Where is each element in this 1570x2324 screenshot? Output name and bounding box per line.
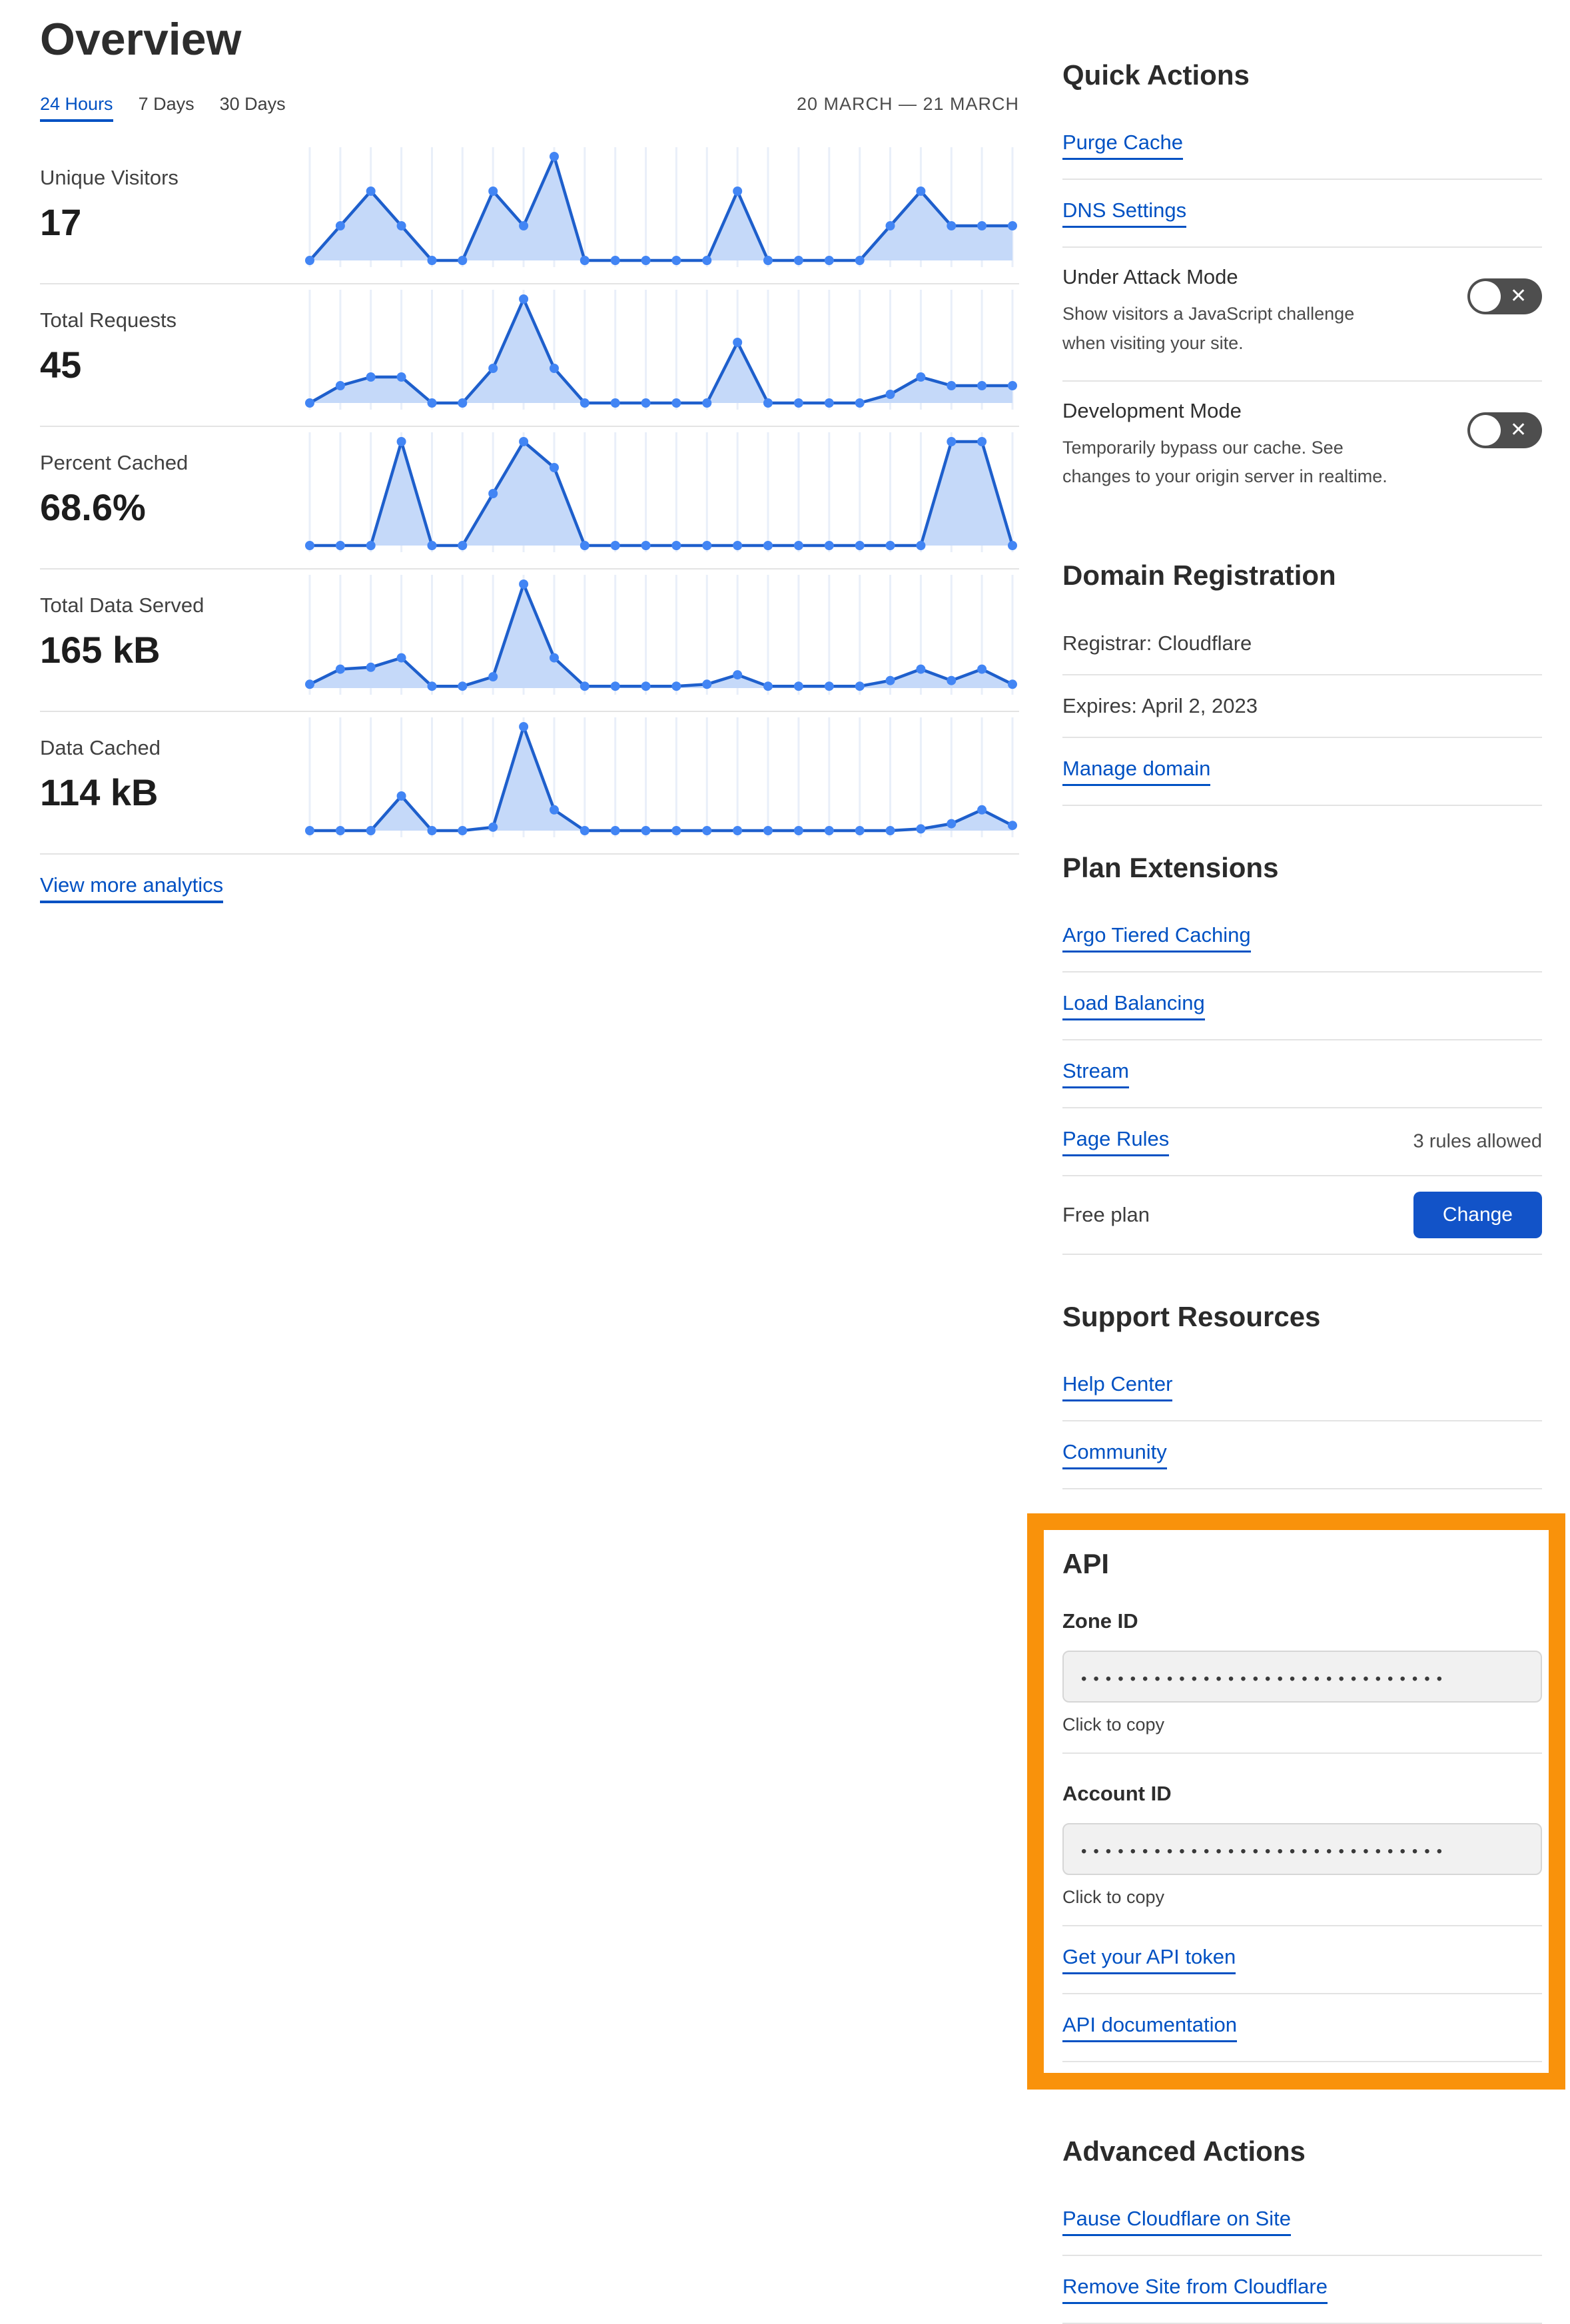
quick-action-row: DNS Settings [1062,180,1542,248]
zone-id-label: Zone ID [1062,1609,1138,1633]
support-resource-row: Help Center [1062,1354,1542,1422]
chart-value: 114 kB [40,771,159,813]
account-id-copy-hint: Click to copy [1062,1887,1542,1926]
manage-domain-row: Manage domain [1062,738,1542,806]
toggle-off-x-icon: ✕ [1510,285,1527,308]
domain-registration-heading: Domain Registration [1062,560,1336,591]
chart-meta: Data Cached 114 kB [40,736,161,814]
chart-value: 45 [40,343,82,386]
load-balancing-link[interactable]: Load Balancing [1062,991,1205,1020]
tab-7-days[interactable]: 7 Days [138,93,195,114]
expires-value: Expires: April 2, 2023 [1062,693,1258,717]
remove-site-link[interactable]: Remove Site from Cloudflare [1062,2275,1328,2305]
chart-label: Total Data Served [40,593,204,617]
chart-value: 165 kB [40,628,161,671]
account-id-field[interactable]: •••••••••••••••••••••••••••••• [1062,1822,1542,1875]
development-mode-toggle[interactable]: ✕ [1467,412,1542,448]
argo-tiered-caching-link[interactable]: Argo Tiered Caching [1062,923,1251,953]
zone-id-masked-value: •••••••••••••••••••••••••••••• [1081,1671,1449,1687]
under-attack-mode-label: Under Attack Mode [1062,265,1238,289]
advanced-action-row: Remove Site from Cloudflare [1062,2256,1542,2324]
plan-extension-row: Argo Tiered Caching [1062,905,1542,972]
tab-24-hours[interactable]: 24 Hours [40,94,113,122]
registrar-value: Registrar: Cloudflare [1062,631,1252,655]
get-api-token-link[interactable]: Get your API token [1062,1945,1236,1974]
api-documentation-link[interactable]: API documentation [1062,2013,1237,2042]
support-resources-heading: Support Resources [1062,1300,1321,1332]
time-range-tabs: 24 Hours 7 Days 30 Days 20 MARCH — 21 MA… [40,94,1019,122]
development-mode-description: Temporarily bypass our cache. See change… [1062,437,1387,486]
zone-id-copy-hint: Click to copy [1062,1715,1542,1754]
chart-meta: Total Data Served 165 kB [40,593,204,671]
zone-id-field[interactable]: •••••••••••••••••••••••••••••• [1062,1650,1542,1703]
chart-row-percent-cached: Percent Cached 68.6% [40,427,1019,570]
api-link-row: Get your API token [1062,1926,1542,1994]
chart-meta: Percent Cached 68.6% [40,451,188,529]
page-rules-link[interactable]: Page Rules [1062,1127,1170,1156]
under-attack-mode-description: Show visitors a JavaScript challenge whe… [1062,304,1355,353]
community-link[interactable]: Community [1062,1440,1167,1470]
total-data-served-sparkline [305,574,1017,695]
data-cached-sparkline [305,717,1017,837]
quick-actions-heading: Quick Actions [1062,59,1250,91]
toggle-knob [1470,281,1501,312]
plan-extension-row: Stream [1062,1040,1542,1108]
percent-cached-sparkline [305,432,1017,552]
toggle-knob [1470,414,1501,446]
advanced-action-row: Pause Cloudflare on Site [1062,2188,1542,2257]
chart-row-unique-visitors: Unique Visitors 17 [40,142,1019,284]
current-plan-row: Free plan Change [1062,1176,1542,1255]
account-id-label: Account ID [1062,1781,1172,1805]
chart-label: Percent Cached [40,450,189,474]
analytics-panel: Overview 24 Hours 7 Days 30 Days 20 MARC… [40,0,1019,903]
api-link-row: API documentation [1062,1994,1542,2062]
expires-row: Expires: April 2, 2023 [1062,675,1542,738]
view-more-analytics-link[interactable]: View more analytics [40,873,224,903]
under-attack-mode-row: Under Attack Mode Show visitors a JavaSc… [1062,248,1542,382]
development-mode-label: Development Mode [1062,398,1242,422]
pause-cloudflare-link[interactable]: Pause Cloudflare on Site [1062,2207,1291,2237]
tab-30-days[interactable]: 30 Days [219,93,286,114]
plan-extensions-heading: Plan Extensions [1062,851,1279,883]
dns-settings-link[interactable]: DNS Settings [1062,198,1187,228]
total-requests-sparkline [305,289,1017,410]
sidebar: Quick Actions Purge Cache DNS Settings U… [1027,0,1565,2324]
api-section-highlight: API Zone ID ••••••••••••••••••••••••••••… [1027,1513,1565,2090]
support-resource-row: Community [1062,1421,1542,1490]
api-heading: API [1062,1548,1110,1580]
manage-domain-link[interactable]: Manage domain [1062,757,1211,786]
unique-visitors-sparkline [305,147,1017,267]
page-title: Overview [40,14,242,65]
plan-extension-row: Load Balancing [1062,972,1542,1040]
quick-action-row: Purge Cache [1062,112,1542,181]
chart-value: 68.6% [40,486,146,528]
stream-link[interactable]: Stream [1062,1059,1129,1088]
sparkline-chart-list: Unique Visitors 17 Total Requests 45 Per… [40,142,1019,855]
chart-value: 17 [40,200,82,243]
page-rules-allowance: 3 rules allowed [1413,1130,1542,1152]
toggle-off-x-icon: ✕ [1510,418,1527,441]
chart-label: Data Cached [40,735,161,759]
chart-label: Total Requests [40,308,177,332]
account-id-masked-value: •••••••••••••••••••••••••••••• [1081,1843,1449,1860]
date-range-label: 20 MARCH — 21 MARCH [796,93,1019,114]
advanced-actions-heading: Advanced Actions [1062,2135,1306,2167]
chart-row-total-data-served: Total Data Served 165 kB [40,570,1019,712]
under-attack-mode-toggle[interactable]: ✕ [1467,278,1542,315]
registrar-row: Registrar: Cloudflare [1062,613,1542,675]
current-plan-label: Free plan [1062,1202,1150,1226]
chart-row-total-requests: Total Requests 45 [40,284,1019,427]
chart-row-data-cached: Data Cached 114 kB [40,712,1019,855]
development-mode-row: Development Mode Temporarily bypass our … [1062,382,1542,514]
page-rules-row: Page Rules 3 rules allowed [1062,1108,1542,1176]
change-plan-button[interactable]: Change [1413,1191,1542,1238]
chart-meta: Total Requests 45 [40,308,177,386]
chart-label: Unique Visitors [40,165,179,189]
chart-meta: Unique Visitors 17 [40,166,179,244]
help-center-link[interactable]: Help Center [1062,1372,1173,1402]
purge-cache-link[interactable]: Purge Cache [1062,131,1183,161]
